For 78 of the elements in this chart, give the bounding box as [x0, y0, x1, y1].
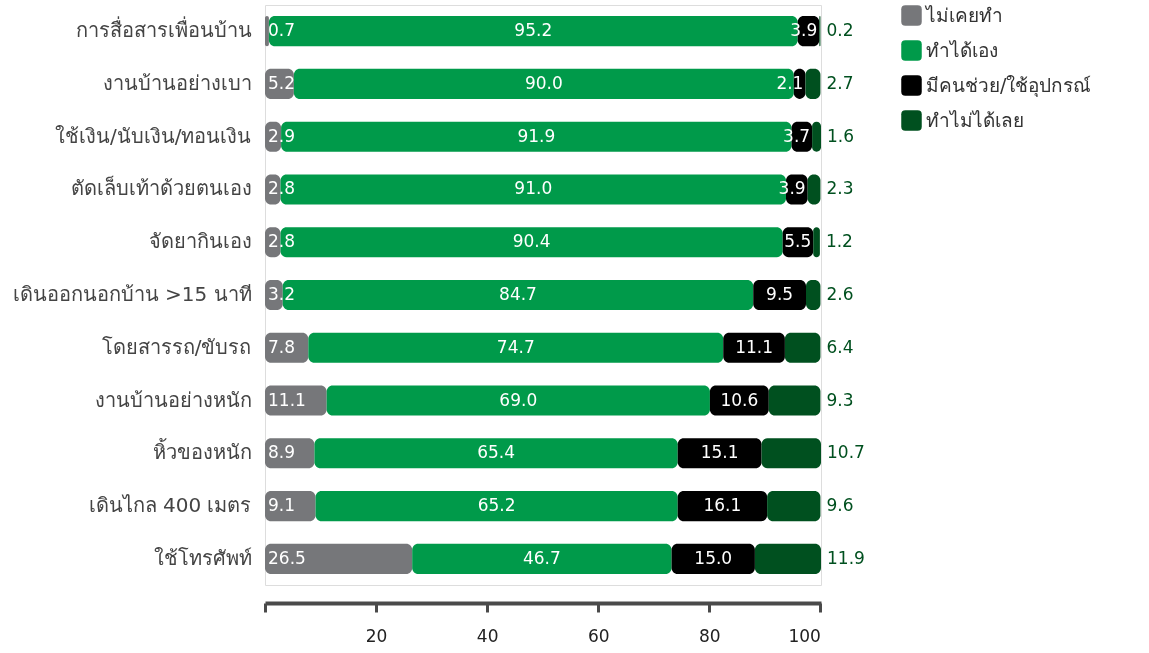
legend-label: ทำได้เอง [926, 38, 998, 61]
x-tick-label: 100 [788, 625, 821, 646]
data-label: 84.7 [499, 284, 537, 304]
data-label: 2.7 [826, 72, 854, 93]
y-tick-label: จัดยากินเอง [148, 229, 252, 254]
bar [265, 16, 269, 47]
data-label: 16.1 [703, 495, 742, 516]
data-label: 0.7 [268, 20, 296, 41]
bar [265, 385, 327, 416]
bar [671, 543, 755, 574]
y-tick-label: เดินออกนอกบ้าน >15 นาที [12, 282, 252, 306]
data-label: 11.1 [735, 336, 773, 357]
x-tick-label: 80 [699, 625, 721, 646]
bar [326, 385, 710, 416]
bar [677, 491, 768, 522]
bar [784, 332, 821, 363]
data-label: 2.3 [826, 178, 854, 199]
y-tick-label: งานบ้านอย่างเบา [102, 70, 252, 95]
data-label: 1.6 [827, 125, 855, 146]
data-label: 5.2 [268, 72, 296, 93]
x-tick-label: 20 [365, 625, 388, 646]
data-label: 11.1 [268, 389, 306, 410]
y-tick-label: ตัดเล็บเท้าด้วยตนเอง [70, 175, 252, 201]
data-label: 2.6 [826, 284, 854, 304]
data-label: 90.0 [524, 72, 563, 93]
data-label: 6.4 [826, 336, 854, 357]
bar [412, 543, 672, 574]
x-tick-label: 60 [587, 625, 610, 646]
data-label: 2.8 [268, 231, 296, 252]
data-label: 15.1 [700, 442, 739, 463]
data-label: 9.6 [826, 495, 854, 516]
data-label: 9.5 [766, 284, 794, 304]
data-label: 10.6 [720, 389, 759, 410]
data-label: 2.9 [268, 125, 296, 146]
bar [767, 491, 821, 522]
bar [265, 543, 413, 574]
x-tick-label: 40 [476, 625, 499, 646]
y-tick-label: งานบ้านอย่างหนัก [94, 387, 252, 412]
data-label: 15.0 [694, 547, 733, 568]
y-tick-label: การสื่อสารเพื่อนบ้าน [75, 16, 252, 43]
data-label: 8.9 [268, 442, 296, 463]
data-label: 46.7 [522, 547, 561, 568]
data-label: 26.5 [268, 547, 306, 568]
bar [677, 438, 762, 469]
bar [761, 438, 821, 469]
y-tick-label: ใช้โทรศัพท์ [153, 545, 252, 570]
data-label: 95.2 [514, 20, 553, 41]
legend-label: ทำไม่ได้เลย [926, 108, 1024, 131]
bar [723, 332, 785, 363]
data-label: 9.1 [268, 495, 296, 516]
data-label: 1.2 [825, 231, 853, 252]
y-tick-label: หิ้วของหนัก [152, 438, 252, 465]
data-label: 65.2 [477, 495, 516, 516]
data-label: 11.9 [827, 547, 865, 568]
data-label: 0.2 [826, 20, 854, 41]
bar [754, 543, 821, 574]
legend-label: มีคนช่วย/ใช้อุปกรณ์ [926, 73, 1092, 98]
y-tick-label: เดินไกล 400 เมตร [88, 493, 252, 518]
bar [768, 385, 821, 416]
data-label: 90.4 [512, 231, 551, 252]
bar [753, 279, 806, 311]
data-label: 5.5 [784, 231, 812, 252]
y-tick-label: ใช้เงิน/นับเงิน/ทอนเงิน [55, 123, 252, 148]
data-label: 65.4 [477, 442, 515, 463]
bar [308, 332, 724, 363]
bar [314, 438, 678, 469]
legend-label: ไม่เคยทำ [924, 3, 1003, 26]
data-label: 7.8 [268, 336, 296, 357]
y-tick-label: โดยสารรถ/ขับรถ [101, 334, 252, 359]
data-label: 91.0 [514, 178, 553, 199]
data-label: 69.0 [499, 389, 538, 410]
data-label: 9.3 [826, 389, 854, 410]
data-label: 91.9 [517, 125, 556, 146]
bar [315, 491, 678, 522]
bar [265, 491, 316, 522]
data-label: 74.7 [496, 336, 535, 357]
data-label: 10.7 [827, 442, 865, 463]
data-label: 2.8 [268, 178, 296, 199]
